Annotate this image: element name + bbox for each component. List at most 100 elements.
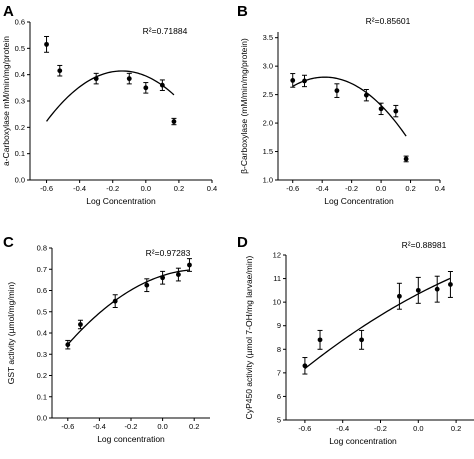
y-tick-label: 0.7: [37, 265, 47, 274]
x-axis-label: Log Concentration: [324, 196, 394, 206]
x-tick-label: -0.2: [374, 424, 387, 433]
y-tick-label: 3.0: [263, 62, 273, 71]
data-point: [363, 92, 369, 98]
y-tick-label: 0.3: [15, 97, 25, 106]
data-point: [397, 293, 402, 299]
data-point: [171, 119, 177, 124]
y-tick-label: 0.5: [15, 44, 25, 53]
y-axis-label: a-Carboxylase mM/min/mg/protein: [1, 36, 11, 166]
x-tick-label: 0.0: [376, 184, 386, 193]
y-axis-label: GST activity (µmol/mg/min): [6, 282, 16, 385]
data-point: [65, 342, 71, 348]
y-tick-label: 6: [277, 392, 281, 401]
x-tick-label: 0.2: [174, 184, 184, 193]
x-tick-label: 0.2: [451, 424, 461, 433]
x-tick-label: 0.0: [413, 424, 423, 433]
data-point: [112, 298, 118, 304]
x-tick-label: -0.2: [345, 184, 358, 193]
x-tick-label: -0.4: [316, 184, 329, 193]
x-axis-label: Log concentration: [97, 434, 165, 444]
data-point: [317, 337, 323, 343]
panel-a: A -0.6 -0.4 -0.2 0.0 0.2 0.4 0.0 0.1 0.2 0.3 0.4 0.5…: [1, 3, 217, 206]
x-tick-label: 0.0: [157, 422, 167, 431]
y-axis-label: β-Carboxylase (mM/min/mg/protein): [239, 38, 249, 174]
y-tick-label: 0.2: [15, 123, 25, 132]
y-tick-label: 10: [273, 298, 281, 307]
fit-curve: [46, 70, 175, 122]
y-tick-label: 0.8: [37, 244, 47, 253]
x-tick-label: -0.4: [336, 424, 349, 433]
fit-curve: [292, 76, 407, 137]
y-tick-label: 0.0: [15, 176, 25, 185]
panel-b: B -0.6 -0.4 -0.2 0.0 0.2 0.4 1.0 1.5 2.0 2.5 3.0 3.5…: [237, 3, 445, 206]
panel-d: D -0.6 -0.4 -0.2 0.0 0.2 5 6 7 8 9 10 11 12 Log concen…: [237, 234, 474, 446]
x-tick-label: 0.2: [189, 422, 199, 431]
data-point: [44, 41, 49, 47]
y-tick-label: 0.3: [37, 350, 47, 359]
data-point: [57, 68, 63, 74]
data-point: [393, 108, 399, 114]
x-tick-label: -0.2: [106, 184, 119, 193]
r-squared-annotation: R²=0.88981: [402, 240, 447, 250]
x-axis-label: Log Concentration: [86, 196, 156, 206]
y-tick-label: 0.4: [15, 70, 25, 79]
panel-letter: B: [237, 3, 248, 20]
x-tick-label: -0.6: [298, 424, 311, 433]
data-point: [93, 76, 99, 82]
x-tick-label: -0.6: [61, 422, 74, 431]
y-tick-label: 2.0: [263, 119, 273, 128]
y-tick-label: 12: [273, 251, 281, 260]
y-tick-label: 7: [277, 368, 281, 377]
y-tick-label: 3.5: [263, 33, 273, 42]
x-axis-label: Log concentration: [329, 436, 397, 446]
y-tick-label: 8: [277, 345, 281, 354]
data-point: [302, 363, 308, 369]
data-point: [302, 78, 307, 84]
data-point: [415, 287, 421, 293]
data-point: [176, 272, 181, 277]
panel-letter: C: [3, 234, 14, 251]
y-tick-label: 2.5: [263, 90, 273, 99]
x-tick-label: 0.4: [435, 184, 445, 193]
y-tick-label: 9: [277, 321, 281, 330]
x-tick-label: -0.6: [286, 184, 299, 193]
panel-c: C -0.6 -0.4 -0.2 0.0 0.2 0.0 0.1 0.2 0.3 0.4 0.5 0.6…: [3, 234, 210, 444]
y-tick-label: 5: [277, 416, 281, 425]
y-axis-label: CyP450 activity (µmol 7-OH/mg larvae/min…: [244, 256, 254, 420]
r-squared-annotation: R²=0.85601: [366, 16, 411, 26]
panel-letter: A: [3, 3, 14, 20]
data-point: [378, 106, 384, 112]
data-point: [160, 275, 166, 281]
fit-curve: [67, 269, 190, 345]
y-tick-label: 0.2: [37, 371, 47, 380]
data-point: [359, 337, 364, 343]
panel-letter: D: [237, 234, 248, 251]
y-tick-label: 0.5: [37, 307, 47, 316]
data-point: [334, 88, 340, 94]
y-tick-label: 0.4: [37, 329, 47, 338]
y-tick-label: 1.0: [263, 176, 273, 185]
y-tick-label: 1.5: [263, 147, 273, 156]
fit-curve: [304, 277, 451, 370]
x-tick-label: 0.2: [405, 184, 415, 193]
r-squared-annotation: R²=0.97283: [146, 248, 191, 258]
y-tick-label: 0.6: [37, 286, 47, 295]
x-tick-label: 0.4: [207, 184, 217, 193]
x-tick-label: -0.4: [73, 184, 86, 193]
y-tick-label: 0.0: [37, 414, 47, 423]
data-point: [448, 282, 453, 287]
data-point: [159, 82, 165, 88]
y-tick-label: 11: [273, 274, 281, 283]
r-squared-annotation: R²=0.71884: [143, 26, 188, 36]
x-tick-label: -0.4: [93, 422, 106, 431]
x-tick-label: -0.6: [40, 184, 53, 193]
data-point: [434, 286, 440, 292]
y-tick-label: 0.6: [15, 18, 25, 27]
data-point: [126, 76, 132, 82]
data-point: [403, 156, 409, 162]
y-tick-label: 0.1: [37, 392, 47, 401]
data-point: [144, 282, 150, 288]
data-point: [78, 322, 83, 327]
data-point: [187, 262, 192, 268]
